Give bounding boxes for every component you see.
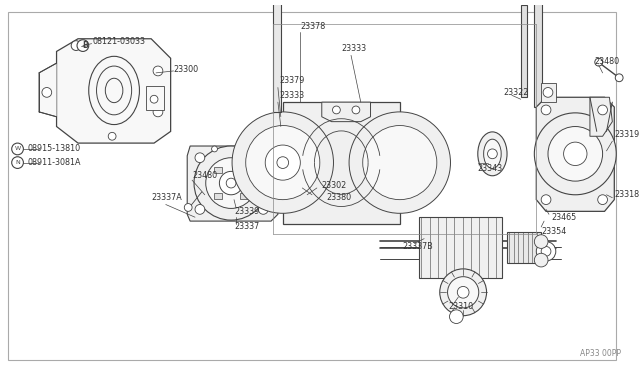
Bar — [419, 217, 502, 278]
Circle shape — [598, 195, 607, 205]
Text: N: N — [15, 160, 20, 165]
Ellipse shape — [97, 66, 132, 115]
Ellipse shape — [89, 56, 140, 125]
Circle shape — [194, 146, 268, 220]
Bar — [240, 193, 248, 199]
Text: 23378: 23378 — [300, 22, 326, 31]
Circle shape — [541, 195, 551, 205]
Text: 08911-3081A: 08911-3081A — [28, 158, 81, 167]
Bar — [541, 83, 556, 102]
Text: 08121-03033: 08121-03033 — [93, 37, 146, 46]
Text: 23465: 23465 — [551, 213, 576, 222]
Circle shape — [534, 113, 616, 195]
Text: 23343: 23343 — [478, 164, 503, 173]
Circle shape — [195, 153, 205, 163]
Polygon shape — [188, 146, 278, 221]
Circle shape — [548, 126, 603, 181]
Bar — [214, 193, 222, 199]
Text: 23337B: 23337B — [403, 242, 433, 251]
Circle shape — [333, 106, 340, 114]
Circle shape — [277, 157, 289, 169]
Circle shape — [246, 125, 320, 200]
Text: 23380: 23380 — [326, 193, 352, 202]
Circle shape — [153, 66, 163, 76]
Text: B: B — [82, 41, 88, 50]
Circle shape — [458, 286, 469, 298]
Polygon shape — [39, 63, 56, 117]
Ellipse shape — [484, 139, 501, 169]
Circle shape — [543, 87, 553, 97]
Bar — [240, 167, 248, 173]
Circle shape — [449, 310, 463, 324]
Circle shape — [352, 106, 360, 114]
Bar — [507, 232, 541, 263]
Polygon shape — [536, 97, 614, 211]
Circle shape — [42, 87, 52, 97]
Circle shape — [232, 112, 333, 213]
Circle shape — [12, 143, 24, 155]
Circle shape — [534, 235, 548, 248]
Circle shape — [195, 205, 205, 214]
Circle shape — [212, 146, 218, 152]
Bar — [147, 86, 164, 110]
Circle shape — [150, 95, 158, 103]
Circle shape — [534, 253, 548, 267]
Bar — [273, 0, 281, 112]
Text: W: W — [15, 147, 20, 151]
Circle shape — [77, 40, 89, 51]
Circle shape — [541, 105, 551, 115]
Circle shape — [265, 145, 300, 180]
Text: 08915-13810: 08915-13810 — [28, 144, 81, 153]
Circle shape — [246, 146, 252, 152]
Text: 23339: 23339 — [234, 207, 259, 216]
Circle shape — [564, 142, 587, 166]
Bar — [214, 167, 222, 173]
Circle shape — [447, 277, 479, 308]
Circle shape — [595, 58, 603, 66]
Bar — [521, 4, 527, 97]
Bar — [283, 102, 400, 224]
Circle shape — [153, 107, 163, 117]
Circle shape — [488, 149, 497, 159]
Circle shape — [220, 171, 243, 195]
Text: 23333: 23333 — [280, 91, 305, 100]
Circle shape — [108, 132, 116, 140]
Text: AP33 00PP: AP33 00PP — [580, 349, 621, 358]
Text: 23322: 23322 — [503, 88, 529, 97]
Circle shape — [259, 205, 268, 214]
Text: 23333: 23333 — [341, 44, 367, 53]
Text: 23319: 23319 — [614, 130, 639, 139]
Text: 23337A: 23337A — [151, 193, 182, 202]
Circle shape — [615, 74, 623, 82]
Circle shape — [598, 105, 607, 115]
Text: 23302: 23302 — [322, 180, 347, 189]
Polygon shape — [56, 39, 171, 143]
Circle shape — [184, 203, 192, 211]
Polygon shape — [322, 102, 371, 122]
Polygon shape — [590, 97, 612, 136]
Text: 23480: 23480 — [192, 171, 217, 180]
Circle shape — [226, 178, 236, 188]
Bar — [534, 0, 542, 107]
Text: 23354: 23354 — [541, 227, 566, 236]
Ellipse shape — [478, 132, 507, 176]
Circle shape — [536, 241, 556, 261]
Circle shape — [541, 247, 551, 256]
Text: 23310: 23310 — [449, 302, 474, 311]
Circle shape — [71, 41, 81, 51]
Text: 23300: 23300 — [173, 65, 198, 74]
Circle shape — [259, 153, 268, 163]
Circle shape — [12, 157, 24, 169]
Circle shape — [440, 269, 486, 316]
Text: 23480: 23480 — [595, 57, 620, 66]
Circle shape — [363, 125, 437, 200]
Text: 23318: 23318 — [614, 190, 639, 199]
Circle shape — [205, 158, 257, 208]
Circle shape — [349, 112, 451, 213]
Text: 23337: 23337 — [234, 222, 259, 231]
Ellipse shape — [106, 78, 123, 103]
Text: 23379: 23379 — [280, 76, 305, 85]
